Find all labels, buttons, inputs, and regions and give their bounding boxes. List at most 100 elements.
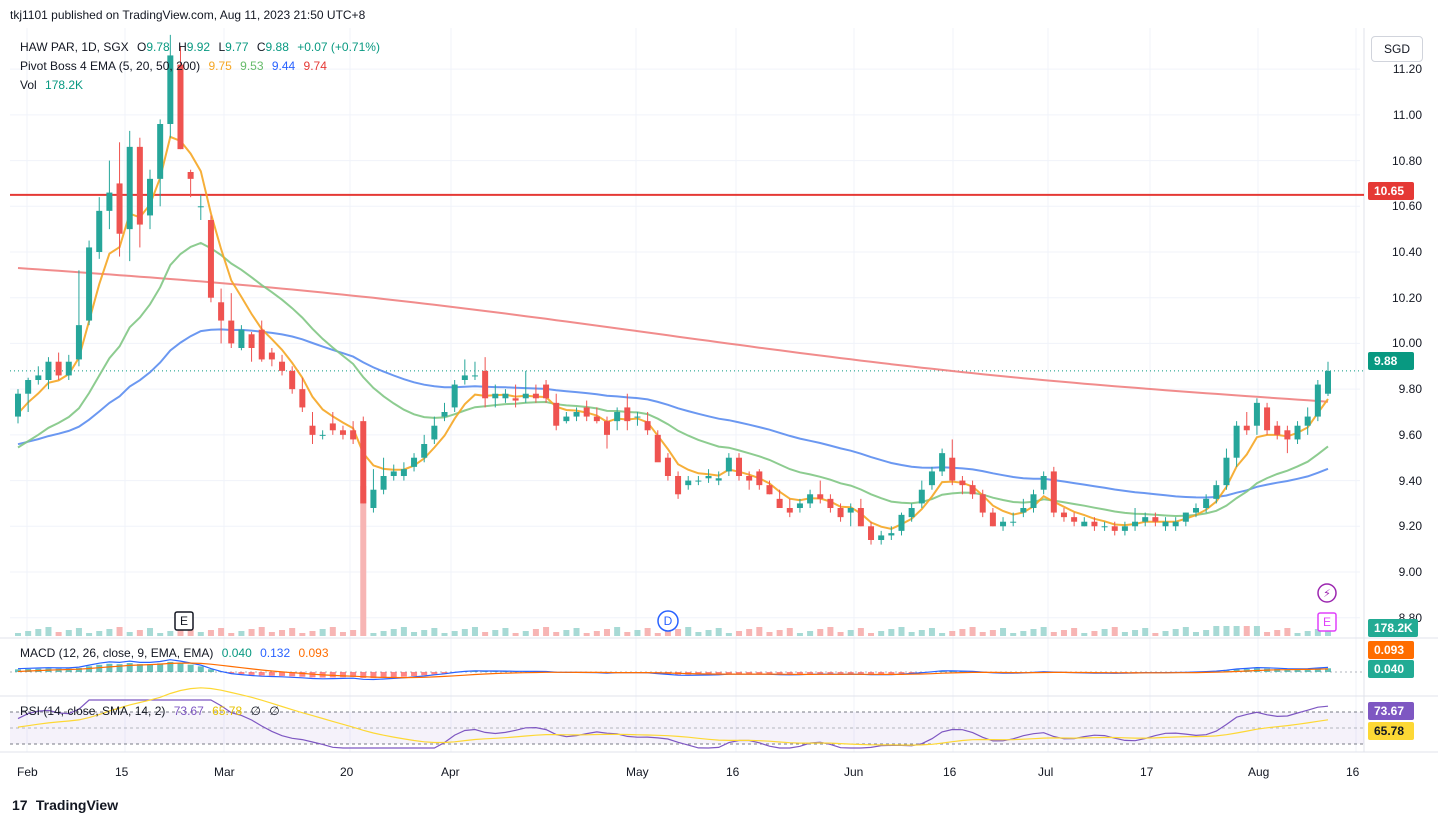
candle-body xyxy=(1284,430,1291,440)
ema-legend[interactable]: Pivot Boss 4 EMA (5, 20, 50, 200) 9.75 9… xyxy=(20,59,332,73)
volume-bar xyxy=(1243,626,1250,636)
candle-body xyxy=(1152,517,1159,522)
change-value: +0.07 (+0.71%) xyxy=(297,40,380,54)
volume-bar xyxy=(1071,628,1078,636)
volume-bar xyxy=(157,633,164,636)
macd-histogram-bar xyxy=(228,672,235,674)
tradingview-logo-icon: 17 xyxy=(12,797,28,813)
volume-bar xyxy=(624,632,631,636)
candle-body xyxy=(380,476,387,490)
candle-body xyxy=(776,498,783,508)
volume-bar xyxy=(75,628,82,636)
low-label: L xyxy=(218,40,226,54)
volume-bar xyxy=(45,627,52,636)
macd-histogram-bar xyxy=(411,672,418,677)
volume-bar xyxy=(289,628,296,636)
tradingview-footer[interactable]: 17 TradingView xyxy=(12,797,118,813)
macd-histogram-bar xyxy=(736,672,743,674)
candle-body xyxy=(15,393,21,417)
macd-signal-tag: 0.093 xyxy=(1368,641,1414,659)
macd-histogram-bar xyxy=(431,672,438,675)
candle-body xyxy=(147,178,154,216)
time-tick-label: Jun xyxy=(844,765,864,779)
macd-histogram-bar xyxy=(157,663,164,672)
candle-body xyxy=(157,124,164,179)
macd-histogram-bar xyxy=(350,672,357,678)
macd-histogram-bar xyxy=(96,664,103,672)
volume-bar xyxy=(989,630,996,636)
volume-bar xyxy=(1264,632,1271,636)
volume-bar xyxy=(1274,630,1281,636)
candle-body xyxy=(65,361,72,376)
volume-bar xyxy=(228,633,235,636)
candle-body xyxy=(1030,494,1037,508)
candle-body xyxy=(126,146,133,230)
rsi-sma-value: 65.78 xyxy=(212,704,243,718)
macd-legend[interactable]: MACD (12, 26, close, 9, EMA, EMA) 0.040 … xyxy=(20,646,334,660)
volume-bar xyxy=(126,632,133,636)
candle-body xyxy=(1040,476,1047,490)
macd-histogram-bar xyxy=(147,664,154,672)
candle-body xyxy=(471,375,478,377)
ema200-value: 9.74 xyxy=(303,59,327,73)
macd-histogram-bar xyxy=(370,672,377,679)
volume-bar xyxy=(939,633,946,636)
candle-body xyxy=(55,361,62,376)
vol-label: Vol xyxy=(20,78,37,92)
candle-body xyxy=(756,471,763,486)
volume-bar xyxy=(1000,628,1007,636)
currency-button[interactable]: SGD xyxy=(1371,36,1423,62)
volume-bar xyxy=(593,631,600,636)
candle-body xyxy=(1091,521,1098,527)
macd-histogram-bar xyxy=(827,672,834,674)
candle-body xyxy=(1172,521,1179,527)
rsi-value: 73.67 xyxy=(173,704,204,718)
ema-label: Pivot Boss 4 EMA (5, 20, 50, 200) xyxy=(20,59,201,73)
price-tick-label: 10.80 xyxy=(1391,153,1422,168)
price-tick-label: 11.00 xyxy=(1392,107,1422,122)
low-value: 9.77 xyxy=(225,40,249,54)
volume-tag: 178.2K xyxy=(1368,619,1418,637)
volume-bar xyxy=(857,628,864,636)
candle-body xyxy=(1010,521,1017,523)
candle-body xyxy=(705,476,712,479)
volume-bar xyxy=(1020,631,1027,636)
candle-body xyxy=(614,412,621,422)
candle-body xyxy=(583,407,590,417)
volume-bar xyxy=(238,631,245,636)
macd-histogram-bar xyxy=(492,671,499,672)
macd-histogram-bar xyxy=(75,668,82,672)
volume-bar xyxy=(1233,626,1240,636)
candle-body xyxy=(1325,370,1331,394)
candle-body xyxy=(299,389,306,408)
volume-bar xyxy=(451,631,458,636)
volume-bar xyxy=(197,632,204,636)
macd-histogram-bar xyxy=(857,672,864,674)
candle-body xyxy=(441,412,448,417)
candle-body xyxy=(197,206,204,208)
candle-body xyxy=(979,494,986,513)
volume-bar xyxy=(339,632,346,636)
lightning-icon: ⚡ xyxy=(1323,587,1331,600)
publish-line: tkj1101 published on TradingView.com, Au… xyxy=(10,8,366,22)
volume-bar xyxy=(1203,630,1210,636)
candle-body xyxy=(878,535,885,540)
rsi-legend[interactable]: RSI (14, close, SMA, 14, 2) 73.67 65.78 … xyxy=(20,704,285,718)
volume-bar xyxy=(736,631,743,636)
macd-histogram-bar xyxy=(766,672,773,674)
candle-body xyxy=(451,384,458,408)
macd-histogram-bar xyxy=(756,672,763,674)
candle-body xyxy=(218,302,225,321)
volume-bar xyxy=(116,627,123,636)
earnings-marker-shape xyxy=(174,611,194,631)
candle-body xyxy=(1020,508,1027,513)
symbol-label[interactable]: HAW PAR, 1D, SGX xyxy=(20,40,129,54)
candle-body xyxy=(1111,526,1118,531)
volume-bar xyxy=(1284,628,1291,636)
vol-legend[interactable]: Vol 178.2K xyxy=(20,78,88,92)
volume-bar xyxy=(1253,626,1260,636)
volume-bar xyxy=(766,632,773,636)
dividend-marker-label: D xyxy=(664,614,673,628)
rsi-lower-band: ∅ xyxy=(269,704,280,718)
